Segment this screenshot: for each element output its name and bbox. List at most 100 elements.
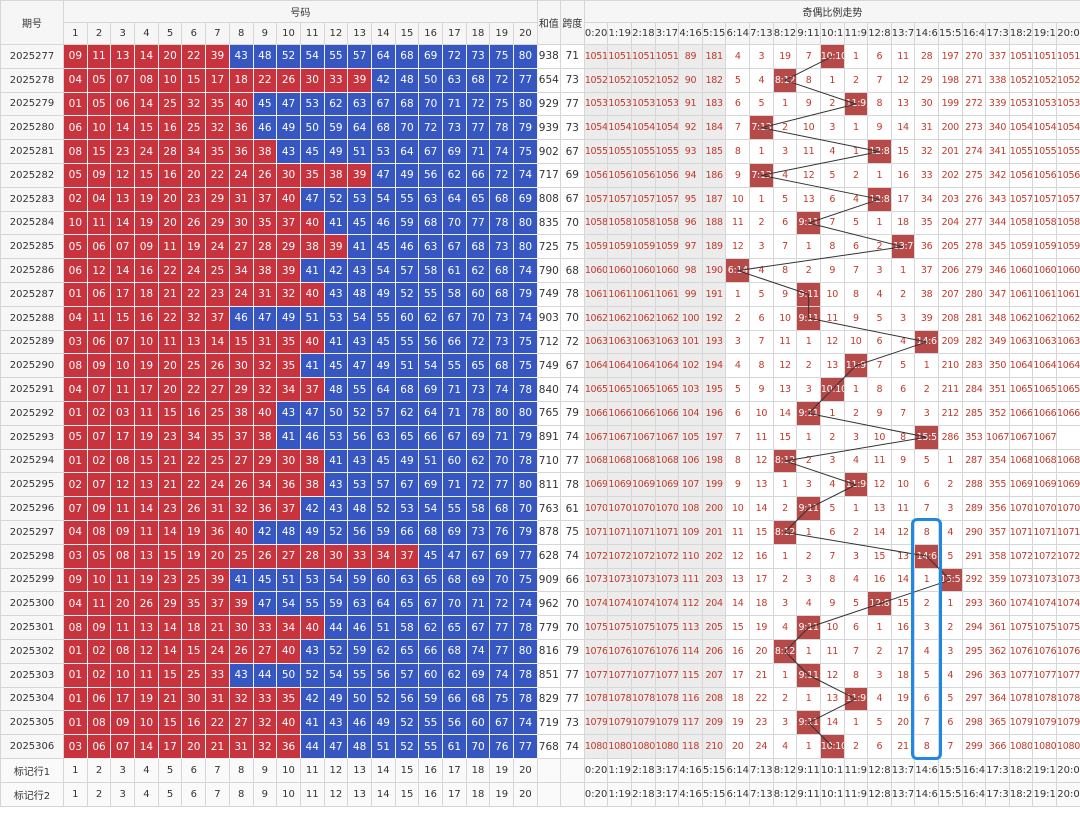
miss-count: 355 bbox=[985, 472, 1010, 498]
miss-count: 1055 bbox=[607, 139, 633, 164]
number-cell: 47 bbox=[252, 305, 278, 331]
number-cell: 06 bbox=[86, 734, 112, 759]
number-cell: 49 bbox=[394, 448, 420, 474]
miss-count: 3 bbox=[749, 234, 774, 260]
miss-count: 11 bbox=[890, 496, 916, 521]
number-cell: 27 bbox=[228, 448, 254, 474]
span: 74 bbox=[559, 543, 585, 569]
miss-count: 362 bbox=[985, 638, 1010, 664]
number-cell: 67 bbox=[489, 710, 515, 736]
empty-cell bbox=[536, 757, 561, 783]
sum: 903 bbox=[536, 305, 561, 331]
ratio-hit: 9:11 bbox=[796, 615, 821, 640]
number-cell: 56 bbox=[347, 424, 372, 450]
miss-count: 4 bbox=[772, 615, 798, 640]
sum: 768 bbox=[536, 734, 561, 759]
miss-count: 1 bbox=[890, 258, 916, 283]
sum: 654 bbox=[536, 67, 561, 93]
number-cell: 33 bbox=[252, 615, 278, 640]
draw-row: 2025301 08 09 11 13 14 18 21 30 33 34 40 44 46 51 58 62 6… bbox=[0, 615, 1080, 640]
miss-count: 6 bbox=[725, 91, 751, 117]
number-cell: 48 bbox=[347, 734, 372, 759]
miss-count: 1079 bbox=[631, 710, 656, 736]
miss-count: 34 bbox=[914, 186, 939, 212]
number-column-header: 17 bbox=[442, 22, 467, 45]
number-cell: 51 bbox=[394, 353, 420, 379]
miss-count: 18 bbox=[725, 686, 751, 712]
span: 77 bbox=[559, 448, 585, 474]
miss-count: 209 bbox=[937, 329, 963, 355]
period: 2025304 bbox=[0, 686, 64, 712]
miss-count: 1074 bbox=[631, 591, 656, 617]
period: 2025290 bbox=[0, 353, 64, 379]
period: 2025299 bbox=[0, 567, 64, 593]
empty-cell bbox=[536, 781, 561, 807]
table-footer: 标记行1 1 2 3 4 5 6 7 8 9 10 11 12 13 14 15 16 17 18 19 20 0:20 1… bbox=[0, 757, 1080, 807]
miss-count: 5 bbox=[725, 67, 751, 93]
miss-count: 1072 bbox=[1008, 543, 1034, 569]
sum: 717 bbox=[536, 162, 561, 188]
miss-count: 2 bbox=[796, 448, 821, 474]
number-cell: 20 bbox=[157, 210, 183, 236]
miss-count: 14 bbox=[819, 710, 845, 736]
number-cell: 16 bbox=[181, 710, 207, 736]
miss-count: 1052 bbox=[1056, 67, 1080, 93]
miss-count: 337 bbox=[985, 44, 1010, 69]
miss-count: 1072 bbox=[1056, 543, 1080, 569]
number-cell: 70 bbox=[442, 210, 467, 236]
miss-count: 203 bbox=[701, 567, 727, 593]
number-cell: 75 bbox=[489, 91, 515, 117]
miss-count: 1065 bbox=[1056, 377, 1080, 402]
draw-row: 2025300 04 11 20 26 29 35 37 39 47 54 55 59 63 64 65 67 7… bbox=[0, 591, 1080, 617]
miss-count: 4 bbox=[819, 139, 845, 164]
miss-count: 1066 bbox=[654, 400, 680, 426]
number-cell: 02 bbox=[86, 662, 112, 688]
miss-count: 15 bbox=[725, 615, 751, 640]
number-cell: 45 bbox=[418, 543, 443, 569]
number-cell: 52 bbox=[394, 710, 420, 736]
number-cell: 25 bbox=[205, 258, 230, 283]
miss-count: 7 bbox=[843, 638, 869, 664]
number-cell: 46 bbox=[370, 210, 396, 236]
number-cell: 47 bbox=[442, 543, 467, 569]
number-cell: 37 bbox=[276, 210, 301, 236]
number-cell: 77 bbox=[489, 472, 515, 498]
miss-count: 4 bbox=[772, 734, 798, 759]
miss-count: 1 bbox=[796, 686, 821, 712]
ratio-hit: 7:13 bbox=[749, 115, 774, 141]
number-cell: 41 bbox=[323, 329, 349, 355]
ratio-hit: 6:14 bbox=[725, 258, 751, 283]
number-cell: 78 bbox=[513, 448, 538, 474]
miss-count: 1060 bbox=[1056, 258, 1080, 283]
sum: 628 bbox=[536, 543, 561, 569]
number-cell: 14 bbox=[157, 638, 183, 664]
number-cell: 03 bbox=[63, 543, 88, 569]
number-cell: 10 bbox=[86, 567, 112, 593]
number-cell: 61 bbox=[442, 734, 467, 759]
number-cell: 30 bbox=[228, 210, 254, 236]
sum: 829 bbox=[536, 686, 561, 712]
miss-count: 1074 bbox=[654, 591, 680, 617]
number-cell: 19 bbox=[134, 424, 159, 450]
number-cell: 40 bbox=[299, 210, 325, 236]
number-cell: 35 bbox=[299, 162, 325, 188]
miss-count: 1071 bbox=[631, 519, 656, 545]
number-cell: 04 bbox=[63, 305, 88, 331]
number-cell: 09 bbox=[110, 519, 136, 545]
miss-count: 7 bbox=[867, 67, 892, 93]
number-cell: 65 bbox=[394, 638, 420, 664]
number-cell: 13 bbox=[110, 44, 136, 69]
number-cell: 38 bbox=[299, 234, 325, 260]
number-cell: 24 bbox=[134, 139, 159, 164]
ratio-column-header: 11:9 bbox=[843, 22, 869, 45]
miss-count: 11 bbox=[867, 448, 892, 474]
miss-count: 5 bbox=[772, 186, 798, 212]
number-cell: 09 bbox=[86, 162, 112, 188]
miss-count: 281 bbox=[961, 305, 987, 331]
marker-number: 6 bbox=[181, 757, 207, 783]
span: 75 bbox=[559, 234, 585, 260]
miss-count: 6 bbox=[819, 519, 845, 545]
miss-count: 8 bbox=[796, 67, 821, 93]
number-cell: 52 bbox=[394, 734, 420, 759]
marker-ratio: 15:5 bbox=[937, 757, 963, 783]
